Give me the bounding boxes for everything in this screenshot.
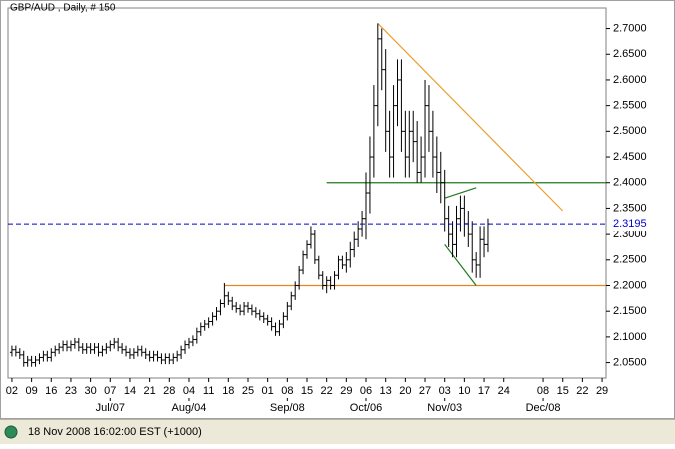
trend-line bbox=[377, 22, 564, 212]
x-tick-label: 08 bbox=[537, 385, 549, 397]
x-tick-label: 23 bbox=[65, 385, 77, 397]
last-price-label: 2.3195 bbox=[613, 218, 647, 230]
x-tick-label: 18 bbox=[222, 385, 234, 397]
x-tick-label: 29 bbox=[596, 385, 608, 397]
x-tick-label: 28 bbox=[163, 385, 175, 397]
x-tick-label: 20 bbox=[399, 385, 411, 397]
trend-line bbox=[444, 244, 477, 286]
timestamp: 18 Nov 2008 16:02:00 EST (+1000) bbox=[28, 426, 202, 438]
y-tick-label: 2.0500 bbox=[613, 356, 647, 368]
x-tick-label: 30 bbox=[84, 385, 96, 397]
x-tick-label: 09 bbox=[25, 385, 37, 397]
month-label: Dec/08 bbox=[526, 402, 561, 414]
month-label: Nov/03 bbox=[427, 402, 462, 414]
trend-line bbox=[444, 187, 477, 199]
x-tick-label: 13 bbox=[380, 385, 392, 397]
month-label: Aug/04 bbox=[172, 402, 207, 414]
x-tick-label: 22 bbox=[576, 385, 588, 397]
x-tick-label: 21 bbox=[144, 385, 156, 397]
chart: GBP/AUD , Daily, # 150 2.0500 2.1000 2.150… bbox=[0, 0, 675, 419]
x-tick-label: 08 bbox=[281, 385, 293, 397]
x-tick-label: 15 bbox=[557, 385, 569, 397]
y-tick-label: 2.6000 bbox=[613, 74, 647, 86]
x-tick-label: 17 bbox=[478, 385, 490, 397]
x-tick-label: 10 bbox=[458, 385, 470, 397]
x-tick-label: 25 bbox=[242, 385, 254, 397]
y-tick-label: 2.1000 bbox=[613, 331, 647, 343]
x-tick-label: 11 bbox=[203, 385, 214, 397]
chart-title: GBP/AUD , Daily, # 150 bbox=[10, 3, 116, 14]
y-tick-label: 2.2500 bbox=[613, 254, 647, 266]
x-tick-label: 15 bbox=[301, 385, 313, 397]
status-bar: 18 Nov 2008 16:02:00 EST (+1000) bbox=[0, 419, 675, 444]
x-tick-label: 29 bbox=[340, 385, 352, 397]
x-tick-label: 14 bbox=[124, 385, 136, 397]
x-tick-label: 04 bbox=[183, 385, 195, 397]
month-label: Jul/07 bbox=[96, 402, 125, 414]
y-tick-label: 2.5000 bbox=[613, 125, 647, 137]
x-tick-label: 02 bbox=[6, 385, 18, 397]
y-tick-label: 2.3500 bbox=[613, 202, 647, 214]
x-tick-label: 24 bbox=[498, 385, 510, 397]
y-tick-label: 2.7000 bbox=[613, 22, 647, 34]
x-tick-label: 03 bbox=[439, 385, 451, 397]
y-tick-label: 2.1500 bbox=[613, 305, 647, 317]
x-tick-label: 27 bbox=[419, 385, 431, 397]
status-icon bbox=[4, 425, 18, 439]
month-label: Oct/06 bbox=[350, 402, 382, 414]
status: 18 Nov 2008 16:02:00 EST (+1000) bbox=[4, 425, 202, 439]
last-price-box bbox=[609, 217, 651, 232]
y-tick-label: 2.6500 bbox=[613, 48, 647, 60]
x-tick-label: 16 bbox=[45, 385, 57, 397]
x-tick-label: 07 bbox=[104, 385, 116, 397]
plot-area bbox=[7, 7, 607, 379]
y-tick-label: 2.4000 bbox=[613, 177, 647, 189]
x-tick-label: 06 bbox=[360, 385, 372, 397]
y-tick-label: 2.2000 bbox=[613, 279, 647, 291]
x-tick-label: 01 bbox=[262, 385, 274, 397]
y-tick-label: 2.5500 bbox=[613, 100, 647, 112]
y-tick-label: 2.4500 bbox=[613, 151, 647, 163]
month-label: Sep/08 bbox=[270, 402, 305, 414]
x-tick-label: 22 bbox=[321, 385, 333, 397]
